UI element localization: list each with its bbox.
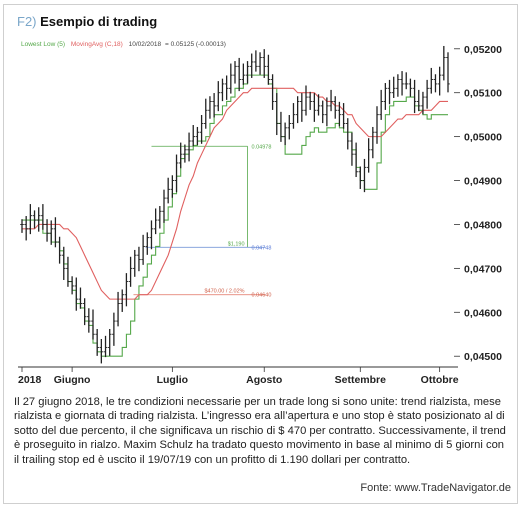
- legend-lowest-low: Lowest Low (5): [21, 41, 66, 48]
- chart-legend: Lowest Low (5) MovingAvg (C,18) 10/02/20…: [21, 41, 226, 48]
- legend-date: 10/02/2018: [128, 41, 162, 48]
- x-tick-label: 2018: [18, 374, 42, 386]
- y-tick-label: 0,04600: [464, 307, 502, 319]
- x-tick-label: Luglio: [157, 374, 189, 386]
- risk-label: $470.00 / 2.02%: [204, 289, 244, 295]
- figure-number: F2): [17, 14, 37, 29]
- lowest-low-line: [22, 74, 448, 357]
- price-chart: 0,05200 0,05100 0,05000 0,04900 0,04800 0,047…: [18, 44, 502, 386]
- x-tick-label: Giugno: [54, 374, 91, 386]
- x-tick-label: Ottobre: [421, 374, 459, 386]
- figure-title: F2) Esempio di trading: [17, 14, 157, 29]
- legend-moving-avg: MovingAvg (C,18): [70, 41, 123, 48]
- y-tick-label: 0,05200: [464, 44, 502, 56]
- figure-caption: Il 27 giugno 2018, le tre condizioni nec…: [14, 396, 506, 466]
- y-tick-label: 0,04900: [464, 176, 502, 188]
- chart-area: 0,05200 0,05100 0,05000 0,04900 0,04800 0,047…: [10, 30, 513, 390]
- moving-average-line: [22, 87, 448, 300]
- y-tick-label: 0,04700: [464, 263, 502, 275]
- x-tick-label: Agosto: [246, 374, 282, 386]
- y-tick-label: 0,05100: [464, 88, 502, 100]
- legend-value: = 0.05125 (-0.00013): [164, 41, 226, 48]
- y-tick-label: 0,05000: [464, 132, 502, 144]
- y-tick-label: 0,04500: [464, 351, 502, 363]
- profit-label: $1,190: [228, 241, 245, 247]
- figure-title-text: Esempio di trading: [40, 14, 158, 29]
- x-tick-label: Settembre: [335, 374, 387, 386]
- source-credit: Fonte: www.TradeNavigator.de: [360, 482, 511, 494]
- target-level-label: 0.04978: [252, 144, 272, 150]
- stop-level-label: 0.04640: [252, 293, 272, 299]
- y-tick-label: 0,04800: [464, 219, 502, 231]
- entry-level-label: 0.04748: [252, 245, 272, 251]
